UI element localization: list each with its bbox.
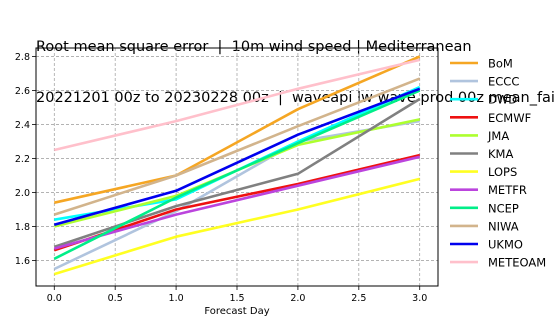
x-tick-label: 1.5 [229, 293, 244, 304]
series-line-bom [53, 55, 421, 204]
series-line-niwa [53, 77, 421, 216]
series-line-metfr [53, 155, 421, 250]
legend-label-lops: LOPS [488, 165, 517, 179]
x-axis-label: Forecast Day [204, 306, 269, 317]
legend-label-metfr: METFR [488, 183, 527, 197]
series-line-ukmo [53, 87, 421, 227]
legend-label-eccc: ECCC [488, 75, 519, 89]
series-line-meteoam [53, 58, 421, 152]
legend-label-dwd: DWD [488, 93, 517, 107]
legend-label-ncep: NCEP [488, 201, 519, 215]
x-tick-label: 1.0 [169, 293, 184, 304]
series-line-ecmwf [53, 153, 421, 252]
y-tick-label: 1.8 [15, 222, 30, 233]
y-tick-label: 2.4 [15, 120, 30, 131]
y-tick-label: 1.6 [15, 256, 30, 267]
series-line-lops [53, 177, 421, 276]
legend-label-bom: BoM [488, 57, 513, 71]
legend: BoM ECCC DWD ECMWF JMA KMA LOPS METFR NCEP NIWA UK… [450, 57, 546, 270]
x-tick-label: 2.0 [290, 293, 305, 304]
series-line-ncep [53, 89, 421, 260]
x-tick-label: 0.0 [47, 293, 62, 304]
series-line-kma [53, 97, 421, 249]
legend-label-meteoam: METEOAM [488, 256, 546, 270]
y-axis-ticks: 1.6 1.8 2.0 2.2 2.4 2.6 2.8 [15, 52, 36, 267]
legend-label-kma: KMA [488, 147, 513, 161]
chart-title-line-1: Root mean square error | 10m wind speed … [36, 39, 472, 55]
legend-label-jma: JMA [487, 129, 509, 143]
y-tick-label: 2.6 [15, 86, 30, 97]
y-tick-label: 2.2 [15, 154, 30, 165]
series-lines [53, 55, 421, 276]
legend-label-niwa: NIWA [488, 219, 519, 233]
x-tick-label: 3.0 [412, 293, 427, 304]
y-tick-label: 2.0 [15, 188, 30, 199]
x-tick-label: 2.5 [351, 293, 366, 304]
legend-label-ukmo: UKMO [488, 238, 523, 252]
legend-label-ecmwf: ECMWF [488, 111, 531, 125]
x-tick-label: 0.5 [108, 293, 123, 304]
y-tick-label: 2.8 [15, 52, 30, 63]
x-axis-ticks: 0.0 0.5 1.0 1.5 2.0 2.5 3.0 [47, 286, 427, 304]
